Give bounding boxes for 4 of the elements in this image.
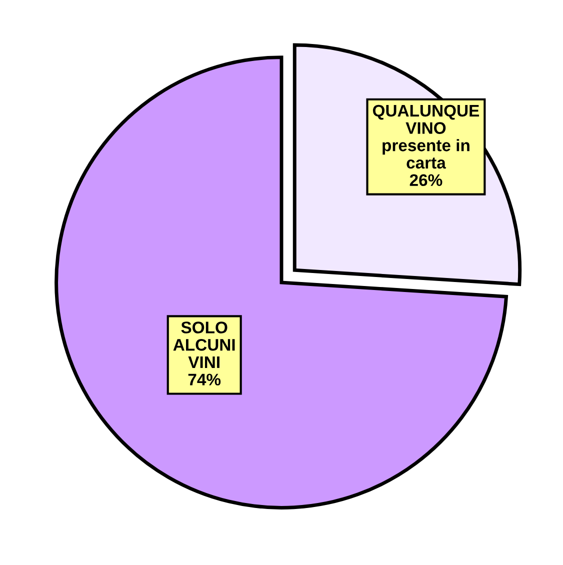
slice-label: SOLO ALCUNI VINI — [173, 322, 235, 368]
data-label: 26% — [410, 174, 442, 186]
data-label: 74% — [188, 374, 221, 386]
slice-label: QUALUNQUE VINO presente in carta — [372, 104, 480, 169]
